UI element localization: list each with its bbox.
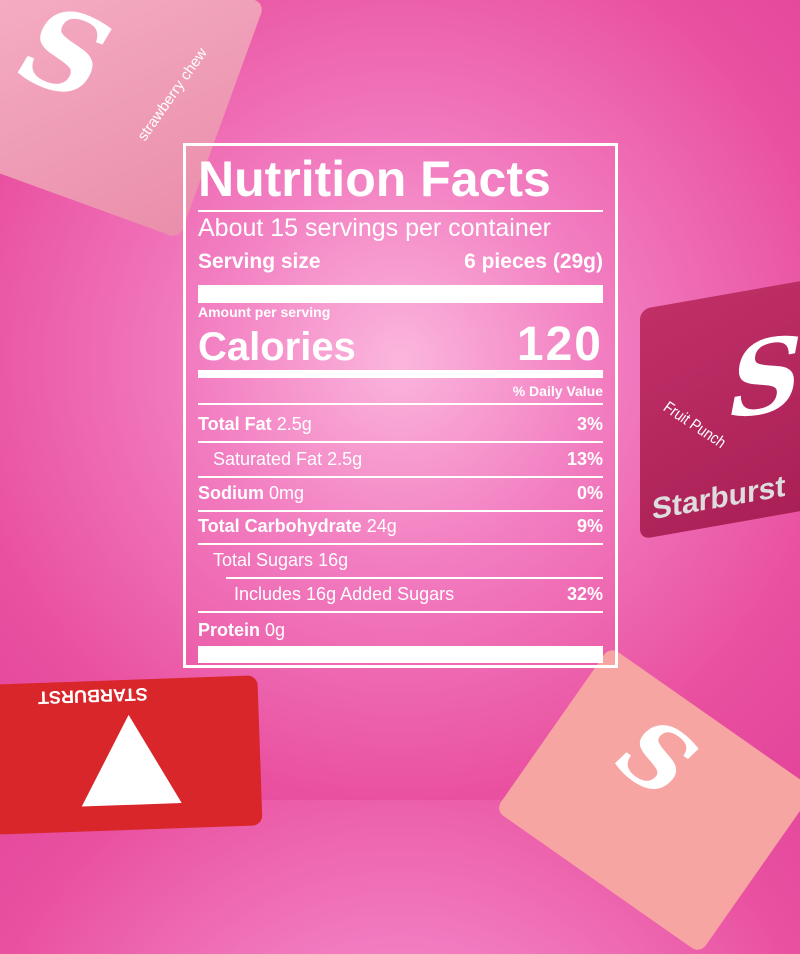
nutrient-row: Total Carbohydrate 24g 9% (198, 516, 603, 537)
label-title: Nutrition Facts (198, 151, 551, 207)
starburst-brand-text: Starburst (652, 469, 786, 527)
divider (226, 577, 603, 579)
nutrient-name: Total Sugars (213, 550, 314, 570)
calories-row: Calories 120 (198, 318, 603, 371)
nutrient-amount: 0mg (269, 483, 305, 503)
nutrient-row: Total Sugars 16g (213, 550, 603, 571)
nutrient-amount: 0g (265, 620, 286, 640)
serving-size-label: Serving size (198, 250, 321, 273)
white-triangle-logo (78, 713, 182, 807)
nutrient-dv: 0% (576, 483, 603, 503)
divider (198, 543, 603, 545)
nutrient-name: Total Fat (198, 414, 272, 434)
medium-divider (198, 370, 603, 378)
divider (198, 210, 603, 212)
nutrient-name: Includes 16g Added Sugars (234, 584, 455, 604)
fruit-punch-flavor-text: Fruit Punch (659, 398, 730, 453)
nutrient-dv: 13% (566, 449, 603, 469)
nutrient-row: Saturated Fat 2.5g 13% (213, 449, 603, 470)
divider (198, 510, 603, 512)
nutrient-row: Protein 0g (198, 620, 603, 641)
nutrition-facts-label: Nutrition Facts About 15 servings per co… (183, 143, 618, 668)
starburst-s-logo: S (6, 0, 125, 128)
fruit-punch-candy: S Fruit Punch Starburst (640, 270, 800, 540)
serving-size-value: 6 pieces (29g) (464, 250, 603, 273)
nutrient-row: Includes 16g Added Sugars 32% (234, 584, 603, 605)
nutrient-row: Total Fat 2.5g 3% (198, 414, 603, 435)
nutrient-name: Total Carbohydrate (198, 516, 362, 536)
thick-divider (198, 646, 603, 663)
nutrient-name: Sodium (198, 483, 264, 503)
nutrient-amount: 2.5g (327, 449, 363, 469)
calories-label: Calories (198, 325, 356, 369)
serving-size-row: Serving size 6 pieces (29g) (198, 249, 603, 274)
nutrient-amount: 24g (366, 516, 397, 536)
cherry-candy: STARBURST (0, 675, 263, 835)
divider (198, 403, 603, 405)
divider (198, 611, 603, 613)
servings-per-container: About 15 servings per container (198, 214, 551, 242)
amount-per-serving: Amount per serving (198, 304, 331, 320)
nutrient-row: Sodium 0mg 0% (198, 483, 603, 504)
nutrient-amount: 2.5g (276, 414, 312, 434)
nutrient-name: Saturated Fat (213, 449, 323, 469)
nutrient-amount: 16g (318, 550, 349, 570)
starburst-s-logo: S (730, 311, 800, 443)
nutrient-dv: 32% (566, 584, 603, 604)
starburst-brand-text: STARBURST (37, 683, 148, 708)
daily-value-header: % Daily Value (512, 383, 603, 399)
nutrient-name: Protein (198, 620, 261, 640)
nutrient-dv: 3% (576, 414, 603, 434)
calories-value: 120 (516, 318, 603, 371)
divider (198, 476, 603, 478)
starburst-s-logo: S (599, 696, 714, 821)
thick-divider (198, 285, 603, 303)
divider (198, 441, 603, 443)
nutrient-dv: 9% (576, 516, 603, 536)
peach-candy: S (495, 646, 800, 954)
